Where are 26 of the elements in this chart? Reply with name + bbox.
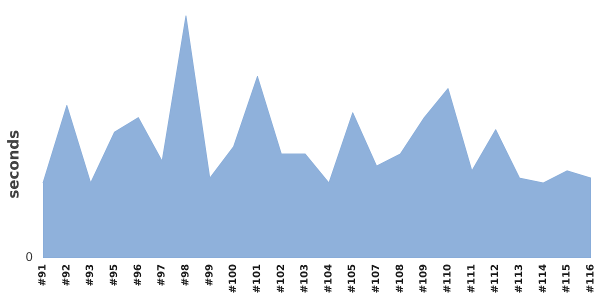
x-tick-label: #116 (586, 264, 596, 294)
x-tick-label: #111 (466, 264, 478, 294)
x-tick-label: #101 (252, 264, 263, 294)
x-tick-label: #115 (562, 264, 573, 294)
x-tick-label: #112 (490, 264, 502, 294)
x-tick-label: #99 (204, 264, 216, 286)
x-tick-label: #95 (108, 264, 120, 286)
x-tick-label: #93 (85, 264, 96, 286)
x-tick-label: #114 (538, 264, 549, 294)
x-tick-label: #92 (61, 264, 72, 286)
x-tick-label: #102 (276, 264, 287, 294)
y-axis-title: seconds (4, 130, 22, 199)
x-tick-label: #100 (228, 264, 240, 294)
x-tick-label: #96 (132, 264, 144, 286)
x-tick-label: #108 (394, 264, 406, 294)
x-tick-label: #103 (300, 264, 311, 294)
x-tick-label: #97 (156, 264, 168, 286)
x-tick-label: #107 (371, 264, 382, 294)
x-tick-label: #91 (38, 264, 48, 286)
x-tick-label: #113 (514, 264, 526, 294)
x-tick-label: #105 (347, 264, 358, 294)
x-tick-label: #109 (418, 264, 430, 294)
x-tick-label: #110 (442, 264, 454, 294)
annotation: 0 (25, 250, 34, 264)
x-tick-label: #104 (323, 264, 334, 294)
x-tick-label: #98 (180, 264, 192, 286)
